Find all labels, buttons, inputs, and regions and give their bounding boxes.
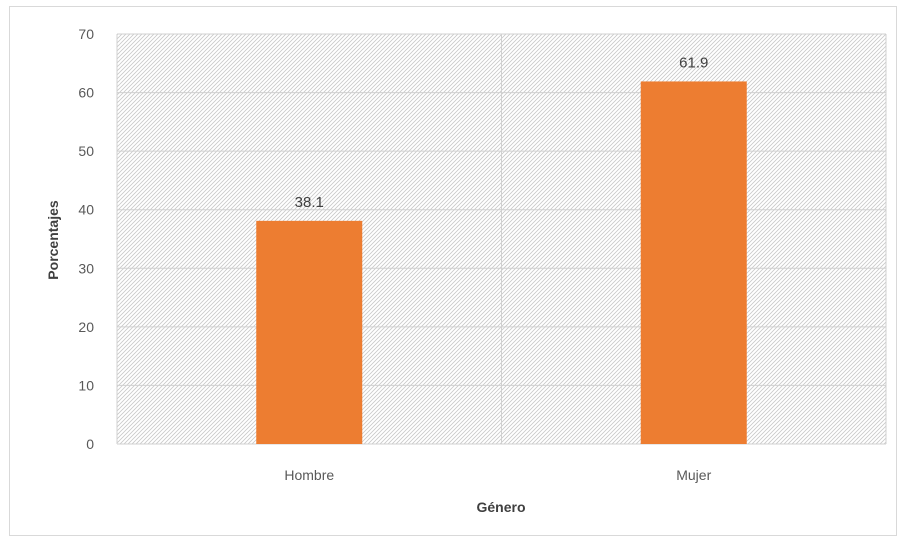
y-axis-title: Porcentajes [45, 200, 61, 280]
grid-lines [116, 33, 887, 445]
bar-mujer [640, 81, 747, 444]
y-tick-label: 30 [78, 260, 94, 276]
bars [256, 81, 747, 444]
bar-hombre [256, 220, 363, 444]
x-tick-label-hombre: Hombre [284, 467, 334, 483]
x-axis: Hombre Mujer [284, 467, 711, 483]
y-tick-label: 70 [78, 26, 94, 42]
y-tick-label: 50 [78, 143, 94, 159]
data-label-mujer: 61.9 [679, 54, 708, 71]
y-tick-label: 10 [78, 377, 94, 393]
y-tick-label: 0 [86, 436, 94, 452]
y-tick-label: 20 [78, 319, 94, 335]
x-axis-title: Género [476, 499, 525, 515]
y-tick-label: 40 [78, 202, 94, 218]
x-tick-label-mujer: Mujer [676, 467, 711, 483]
data-labels: 38.1 61.9 [295, 54, 709, 210]
y-axis: 0 10 20 30 40 50 60 70 [78, 26, 94, 452]
y-tick-label: 60 [78, 85, 94, 101]
data-label-hombre: 38.1 [295, 194, 324, 211]
